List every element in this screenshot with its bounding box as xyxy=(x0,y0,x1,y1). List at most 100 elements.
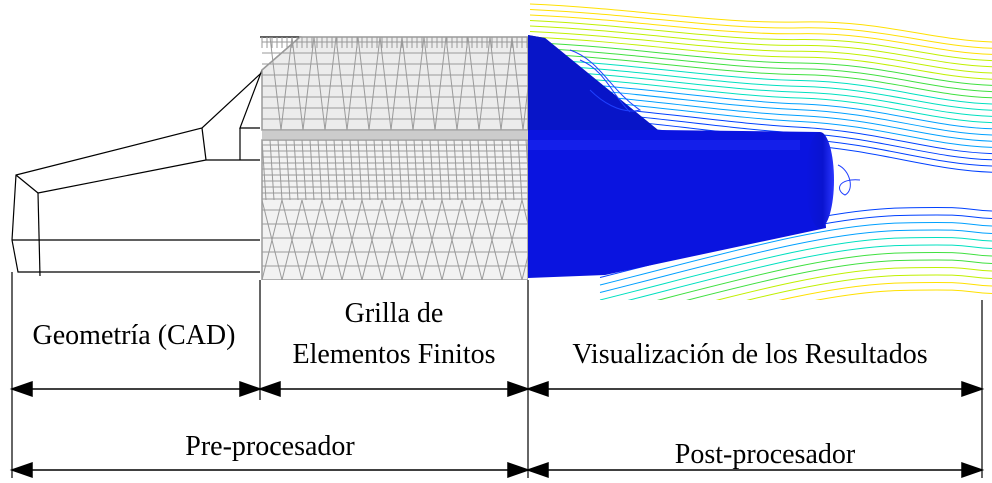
mesh-edge xyxy=(261,139,267,201)
mesh-edge xyxy=(501,139,507,201)
arrow-head-pre-left xyxy=(9,461,33,479)
mesh-edge xyxy=(453,139,459,201)
span-arrows xyxy=(9,380,985,479)
finite-element-mesh xyxy=(261,36,528,280)
streamline xyxy=(529,25,992,68)
mesh-edge xyxy=(481,199,503,280)
mesh-edge xyxy=(437,139,443,201)
mesh-edge xyxy=(500,36,513,131)
mesh-edge xyxy=(405,139,411,201)
mesh-edge xyxy=(397,139,403,201)
post-processor-label: Post-procesador xyxy=(675,439,856,470)
streamline xyxy=(529,53,992,99)
geometry-label: Geometría (CAD) xyxy=(33,320,236,351)
streamline xyxy=(656,251,992,300)
streamline xyxy=(745,274,992,300)
mesh-edge xyxy=(291,36,304,131)
streamline xyxy=(529,3,992,43)
streamline xyxy=(529,42,992,86)
mesh-edge xyxy=(389,139,395,201)
mesh-edge xyxy=(485,139,491,201)
mesh-edge xyxy=(321,199,343,280)
mesh-edge xyxy=(461,139,467,201)
body-highlight xyxy=(528,140,800,150)
mesh-edge xyxy=(501,199,523,280)
mesh-edge xyxy=(333,139,339,201)
mesh-edge xyxy=(521,199,528,227)
mesh-edge xyxy=(423,36,436,131)
arrow-head-geometry-right xyxy=(239,380,263,398)
mesh-edge xyxy=(281,199,303,280)
mesh-edge xyxy=(349,139,355,201)
streamline xyxy=(599,236,992,300)
mesh-edge xyxy=(421,199,443,280)
arrow-head-mesh-left xyxy=(257,380,281,398)
mesh-edge xyxy=(335,36,348,131)
mesh-edge xyxy=(381,139,387,201)
mesh-edge xyxy=(456,36,469,131)
streamline xyxy=(529,31,992,74)
mesh-edge xyxy=(478,36,491,131)
results-label: Visualización de los Resultados xyxy=(572,339,927,370)
mesh-edge xyxy=(317,139,323,201)
mesh-edge xyxy=(324,36,337,131)
arrow-head-results-left xyxy=(525,380,549,398)
streamline xyxy=(529,20,992,62)
streamline xyxy=(529,36,992,80)
mesh-edge xyxy=(365,139,371,201)
mesh-edge xyxy=(301,199,323,280)
mesh-edge xyxy=(521,253,528,280)
mesh-edge xyxy=(346,36,359,131)
mesh-edge xyxy=(445,36,458,131)
canopy-surface xyxy=(528,35,658,130)
mesh-edge xyxy=(341,199,363,280)
mesh-edge xyxy=(313,36,326,131)
mesh-edge xyxy=(429,139,435,201)
mesh-edge xyxy=(412,36,425,131)
streamline xyxy=(529,64,992,111)
pre-processor-label: Pre-procesador xyxy=(185,431,355,462)
mesh-edge xyxy=(525,139,528,178)
mesh-edge xyxy=(361,199,383,280)
streamline xyxy=(529,47,992,93)
streamline xyxy=(529,69,992,117)
mesh-edge xyxy=(441,199,463,280)
arrow-head-geometry-left xyxy=(9,380,33,398)
mesh-edge xyxy=(434,36,447,131)
mesh-edge xyxy=(390,36,403,131)
mesh-edge xyxy=(357,139,363,201)
mesh-edge xyxy=(293,139,299,201)
mesh-edge xyxy=(341,139,347,201)
mesh-edge xyxy=(379,36,392,131)
mesh-edge xyxy=(461,199,483,280)
mesh-edge xyxy=(401,36,414,131)
mesh-edge xyxy=(357,36,370,131)
mesh-edge xyxy=(467,36,480,131)
mesh-edge xyxy=(368,36,381,131)
mesh-edge xyxy=(309,139,315,201)
mesh-edge xyxy=(489,36,502,131)
mesh-edge xyxy=(445,139,451,201)
tail-nozzle xyxy=(806,132,834,228)
mesh-edge xyxy=(509,139,515,201)
streamline xyxy=(529,14,992,55)
mesh-edge xyxy=(280,36,293,131)
mesh-edge xyxy=(277,139,283,201)
streamline xyxy=(529,75,992,124)
streamline xyxy=(529,58,992,105)
streamline xyxy=(778,281,992,300)
mesh-edge xyxy=(261,199,283,280)
mesh-label-line1: Grilla de xyxy=(345,298,444,329)
mesh-edge xyxy=(401,199,423,280)
streamline xyxy=(599,229,992,293)
mesh-edge xyxy=(269,36,282,131)
mesh-edge xyxy=(381,199,403,280)
streamline xyxy=(529,9,992,49)
streamline xyxy=(685,259,992,300)
streamline xyxy=(627,244,992,300)
flow-results-visualization xyxy=(528,3,992,300)
arrow-head-post-right xyxy=(961,461,985,479)
arrow-head-post-left xyxy=(525,461,549,479)
mesh-edge xyxy=(421,139,427,201)
